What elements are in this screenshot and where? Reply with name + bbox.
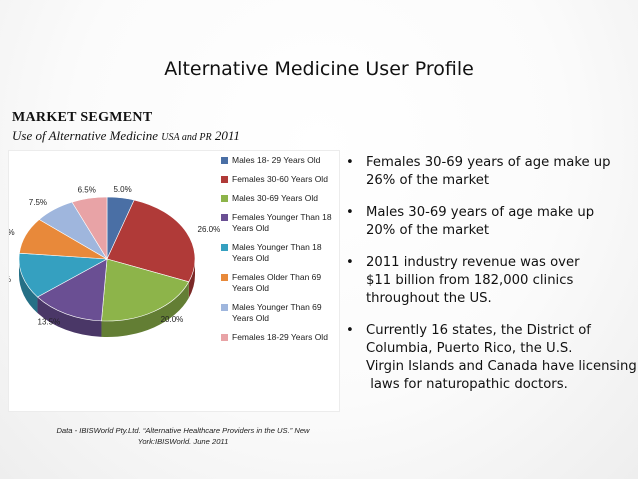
bullet-line: Females 30-69 years of age make up: [366, 155, 611, 170]
bullet-dot: •: [346, 255, 354, 270]
legend-label: Males Younger Than 69 Years Old: [232, 302, 322, 323]
legend-item: Females 30-60 Years Old: [221, 174, 339, 185]
pie-data-label: 13.5%: [38, 318, 61, 327]
bullet-dot: •: [346, 205, 354, 220]
pie-chart: 5.0% 26.0% 20.0% 13.5% 12.0% 9.5% 7.5% 6.5%: [0, 185, 221, 337]
chart-legend: Males 18- 29 Years Old Females 30-60 Year…: [221, 151, 339, 343]
pie-data-label: 6.5%: [78, 186, 96, 195]
segment-sub-region: USA and PR: [161, 132, 212, 143]
legend-label: Females 18-29 Years Old: [232, 332, 328, 342]
legend-item: Females 18-29 Years Old: [221, 332, 339, 343]
bullet-line: 2011 industry revenue was over: [366, 255, 580, 270]
bullet-dot: •: [346, 155, 354, 170]
bullet-line: $11 billion from 182,000 clinics: [366, 273, 574, 288]
legend-item: Females Older Than 69 Years Old: [221, 272, 339, 294]
bullet-line: throughout the US.: [366, 291, 492, 306]
bullet-list: • Females 30-69 years of age make up 26% o…: [346, 154, 637, 408]
legend-label: Males 18- 29 Years Old: [232, 155, 321, 165]
bullet-line: Currently 16 states, the District of: [366, 323, 591, 338]
bullet-text: Currently 16 states, the District of Colu…: [366, 322, 637, 394]
bullet-item: • Females 30-69 years of age make up 26% o…: [346, 154, 636, 190]
pie-data-label: 26.0%: [198, 225, 221, 234]
pie-chart-panel: 5.0% 26.0% 20.0% 13.5% 12.0% 9.5% 7.5% 6.5% Mal…: [0, 150, 340, 412]
source-citation: Data - IBISWorld Pty.Ltd. “Alternative H…: [30, 425, 336, 447]
segment-sub-year: 2011: [211, 128, 240, 143]
legend-swatch: [221, 214, 228, 221]
bullet-text: 2011 industry revenue was over $11 billio…: [366, 254, 636, 308]
bullet-line: Virgin Islands and Canada have licensing: [366, 359, 637, 374]
pie-data-label: 12.0%: [9, 275, 11, 284]
pie-data-label: 20.0%: [161, 315, 184, 324]
legend-item: Males 30-69 Years Old: [221, 193, 339, 204]
pie-slice: [106, 199, 196, 283]
pie-data-label: 5.0%: [113, 185, 131, 194]
legend-swatch: [221, 195, 228, 202]
legend-swatch: [221, 334, 228, 341]
pie-slice: [101, 258, 190, 322]
bullet-line: 20% of the market: [366, 223, 490, 238]
legend-item: Males Younger Than 69 Years Old: [221, 302, 339, 324]
bullet-text: Males 30-69 years of age make up 20% of t…: [366, 204, 636, 240]
source-line-1: Data - IBISWorld Pty.Ltd. “Alternative H…: [56, 426, 310, 435]
legend-label: Females Older Than 69 Years Old: [232, 272, 322, 293]
bullet-item: • 2011 industry revenue was over $11 billi…: [346, 254, 636, 308]
legend-label: Females Younger Than 18 Years Old: [232, 212, 332, 233]
legend-item: Males 18- 29 Years Old: [221, 155, 339, 166]
legend-item: Females Younger Than 18 Years Old: [221, 212, 339, 234]
pie-slice-side: [188, 259, 195, 298]
segment-subheading: Use of Alternative Medicine USA and PR 2…: [12, 128, 240, 144]
pie-data-label: 9.5%: [9, 228, 15, 237]
slide-title: Alternative Medicine User Profile: [164, 58, 474, 80]
legend-swatch: [221, 157, 228, 164]
legend-swatch: [221, 274, 228, 281]
bullet-line: Males 30-69 years of age make up: [366, 205, 595, 220]
legend-label: Males 30-69 Years Old: [232, 193, 318, 203]
bullet-line: Columbia, Puerto Rico, the U.S.: [366, 341, 573, 356]
legend-swatch: [221, 244, 228, 251]
pie-slice: [36, 258, 108, 322]
bullet-item: • Males 30-69 years of age make up 20% of …: [346, 204, 636, 240]
pie-slice: [18, 252, 109, 298]
bullet-dot: •: [346, 323, 354, 338]
pie-slice-side: [101, 281, 189, 337]
bullet-line: 26% of the market: [366, 173, 490, 188]
bullet-line: laws for naturopathic doctors.: [366, 377, 568, 392]
legend-swatch: [221, 176, 228, 183]
bullet-text: Females 30-69 years of age make up 26% of…: [366, 154, 636, 190]
pie-slice: [71, 196, 108, 261]
bullet-item: • Currently 16 states, the District of Col…: [346, 322, 637, 394]
legend-swatch: [221, 304, 228, 311]
pie-data-label: 7.5%: [29, 198, 47, 207]
legend-label: Females 30-60 Years Old: [232, 174, 328, 184]
legend-item: Males Younger Than 18 Years Old: [221, 242, 339, 264]
segment-heading: MARKET SEGMENT: [12, 110, 153, 125]
pie-slice-side: [19, 259, 38, 314]
legend-label: Males Younger Than 18 Years Old: [232, 242, 322, 263]
source-line-2: York:IBISWorld. June 2011: [137, 437, 229, 446]
segment-sub-text: Use of Alternative Medicine: [12, 128, 162, 143]
pie-slice-side: [37, 297, 102, 337]
